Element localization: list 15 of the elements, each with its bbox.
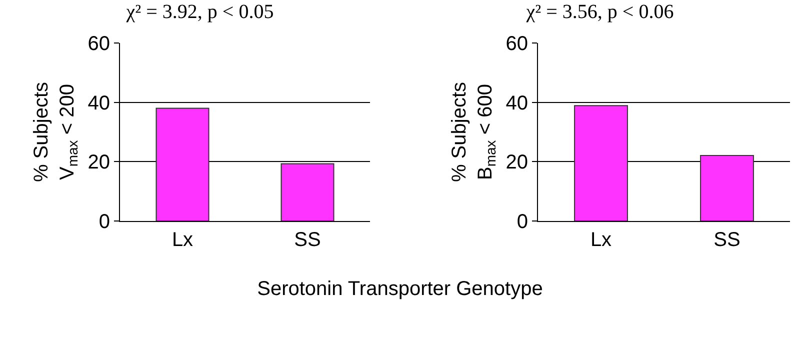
chart-title: χ² = 3.56, p < 0.06	[525, 1, 674, 24]
x-axis-title: Serotonin Transporter Genotype	[256, 278, 544, 301]
x-tick-label: Lx	[172, 229, 194, 251]
chart-title: χ² = 3.92, p < 0.05	[125, 1, 274, 24]
x-tick-label: SS	[714, 229, 740, 251]
y-tick-label: 20	[88, 152, 110, 174]
y-tick-label: 60	[88, 33, 110, 55]
y-tick-label: 40	[506, 92, 528, 114]
y-tick-label: 60	[506, 33, 528, 55]
x-tick-label: SS	[294, 229, 321, 251]
y-tick-label: 0	[516, 211, 528, 233]
y-tick-label: 40	[88, 92, 110, 114]
y-tick-label: 20	[506, 152, 528, 174]
y-tick-label: 0	[98, 211, 110, 233]
x-tick-label: Lx	[590, 229, 612, 251]
